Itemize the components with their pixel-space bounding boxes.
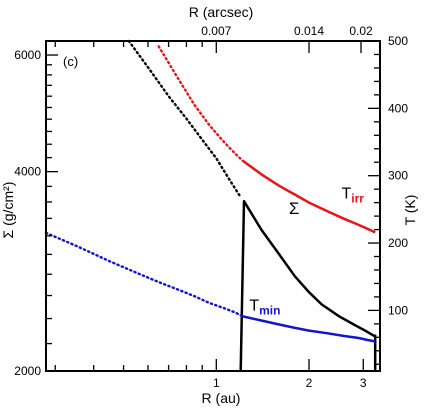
- x-tick-label: 3: [360, 376, 367, 390]
- series-t-irr-solid: [242, 159, 376, 234]
- series-t-min-dotted: [44, 231, 245, 318]
- y-right-tick-label: 400: [388, 101, 408, 115]
- annotation-t-irr-subscript: irr: [351, 192, 364, 206]
- series-t-irr-dotted: [157, 45, 245, 163]
- x-top-tick-label: 0.014: [294, 24, 324, 38]
- x-top-tick-label: 0.007: [201, 24, 231, 38]
- curves-layer: [44, 39, 377, 372]
- annotation-t-irr: Tirr: [342, 186, 365, 206]
- x-axis-label-top: R (arcsec): [189, 4, 254, 20]
- y-right-tick-label: 200: [388, 236, 408, 250]
- y-axis-label-right: T (K): [402, 195, 418, 226]
- x-top-tick-label: 0.02: [349, 24, 373, 38]
- annotation-sigma: Σ: [289, 199, 300, 218]
- y-right-tick-label: 300: [388, 169, 408, 183]
- y-right-tick-label: 500: [388, 34, 408, 48]
- series-sigma-solid: [239, 199, 377, 372]
- x-axis-label-bottom: R (au): [202, 390, 241, 406]
- y-axis-label-left: Σ (g/cm²): [0, 182, 16, 239]
- x-tick-label: 1: [213, 376, 220, 390]
- y-left-tick-label: 4000: [14, 165, 41, 179]
- y-left-tick-label: 2000: [14, 364, 41, 378]
- x-tick-label: 2: [306, 376, 313, 390]
- annotation-t-min: Tmin: [249, 297, 280, 317]
- series-sigma-dotted: [127, 39, 242, 199]
- y-right-tick-label: 100: [388, 303, 408, 317]
- plot-frame: [45, 40, 381, 372]
- annotation-t-min-subscript: min: [259, 303, 280, 317]
- y-left-tick-label: 6000: [14, 48, 41, 62]
- ticks-layer: 1 2 3 0.007 0.014 0.02 2000 4000 6000 100 200 300 40…: [14, 24, 408, 390]
- panel-label: (c): [63, 54, 78, 69]
- series-t-min-solid: [242, 315, 376, 343]
